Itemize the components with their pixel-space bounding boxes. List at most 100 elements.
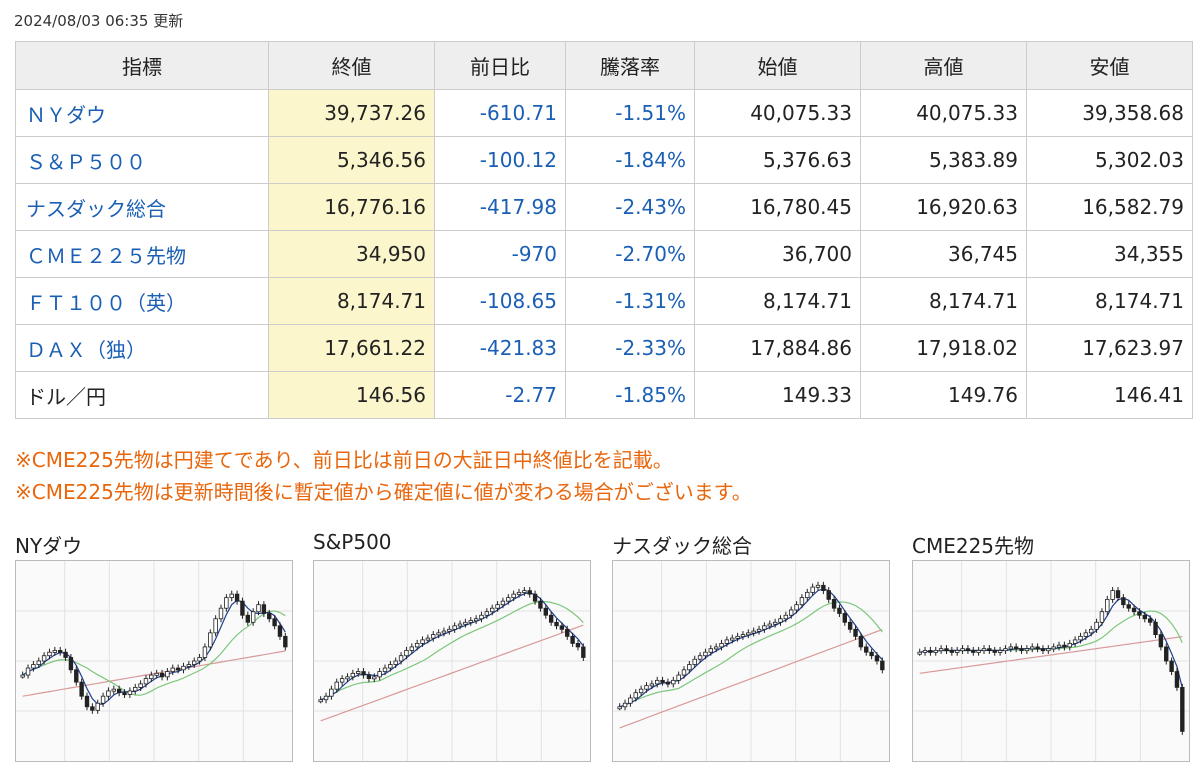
ma-long-line — [320, 624, 584, 722]
candle — [382, 667, 388, 672]
chart-svg — [913, 561, 1189, 761]
note-cme-update: ※CME225先物は更新時間後に暫定値から確定値に値が変わる場合がございます。 — [15, 480, 752, 504]
candle — [318, 699, 323, 703]
col-header-low: 安値 — [1026, 41, 1193, 90]
candle — [122, 692, 127, 696]
col-header-change: 前日比 — [434, 41, 566, 90]
candle — [181, 665, 186, 671]
candle — [788, 609, 794, 616]
candle — [847, 621, 853, 630]
index-link-sp500[interactable]: Ｓ＆Ｐ５００ — [26, 149, 146, 174]
candle — [548, 614, 554, 623]
candle — [1169, 660, 1174, 672]
open-cell: 40,075.33 — [694, 89, 861, 137]
candle — [762, 625, 767, 630]
candle — [208, 632, 213, 648]
candle — [511, 593, 516, 599]
candle — [783, 614, 789, 620]
candle — [414, 643, 420, 648]
candle — [565, 628, 570, 637]
candle — [638, 688, 644, 694]
low-cell: 5,302.03 — [1026, 136, 1193, 184]
col-header-close: 終値 — [268, 41, 435, 90]
candle — [436, 632, 441, 636]
index-link-dax[interactable]: ＤＡＸ（独） — [26, 337, 146, 362]
candle — [949, 650, 955, 653]
chart-cme225[interactable] — [912, 560, 1190, 762]
chart-nasdaq[interactable] — [612, 560, 890, 762]
candle — [687, 664, 692, 671]
candle — [713, 646, 719, 650]
candle — [127, 690, 133, 695]
candle — [191, 660, 197, 665]
candle — [628, 697, 633, 704]
candle — [90, 706, 95, 711]
candle — [345, 676, 350, 680]
candle — [267, 613, 272, 620]
index-link-ft100[interactable]: ＦＴ１００（英） — [26, 290, 186, 315]
candle — [778, 618, 783, 623]
candle — [1040, 648, 1046, 652]
note-cme-yen: ※CME225先物は円建てであり、前日比は前日の大証日中終値比を記載。 — [15, 448, 673, 472]
candle — [933, 650, 938, 653]
low-cell: 17,623.97 — [1026, 324, 1193, 372]
chart-label-cme225: CME225先物 — [912, 534, 1035, 558]
chart-sp500[interactable] — [313, 560, 591, 762]
candle — [815, 584, 821, 588]
candle — [79, 681, 84, 697]
candle — [1137, 611, 1142, 616]
high-cell: 5,383.89 — [860, 136, 1027, 184]
candle — [377, 671, 382, 678]
ma-long-line — [22, 650, 286, 697]
candle — [1126, 604, 1131, 609]
close-cell: 8,174.71 — [268, 277, 435, 325]
candle — [170, 667, 175, 672]
candle — [111, 688, 116, 692]
candle — [922, 650, 928, 653]
candle — [63, 651, 68, 658]
table-header-row: 指標 終値 前日比 騰落率 始値 高値 安値 — [15, 41, 1193, 90]
chart-nydow[interactable] — [15, 560, 293, 762]
candle — [441, 630, 447, 634]
candle — [479, 614, 484, 620]
candle — [735, 635, 740, 639]
candle — [1147, 618, 1153, 623]
low-cell: 34,355 — [1026, 230, 1193, 278]
index-link-nydow[interactable]: ＮＹダウ — [26, 102, 106, 127]
high-cell: 8,174.71 — [860, 277, 1027, 325]
index-link-nasdaq[interactable]: ナスダック総合 — [26, 196, 166, 221]
candle — [272, 618, 277, 627]
candle — [676, 674, 681, 681]
candle — [361, 671, 366, 676]
chart-svg — [314, 561, 590, 761]
candle — [719, 643, 724, 648]
candle — [154, 672, 159, 676]
candle — [665, 681, 671, 685]
close-cell: 16,776.16 — [268, 183, 435, 231]
candle — [484, 611, 490, 616]
candle — [404, 650, 409, 657]
table-row: ナスダック総合 16,776.16 -417.98 -2.43% 16,780.… — [15, 183, 1193, 231]
candle — [965, 648, 971, 652]
candle — [681, 669, 687, 676]
candle — [245, 614, 250, 623]
close-cell: 17,661.22 — [268, 324, 435, 372]
candle — [869, 651, 874, 657]
index-link-cme225[interactable]: ＣＭＥ２２５先物 — [26, 243, 186, 268]
col-header-index: 指標 — [15, 41, 269, 90]
candle — [149, 674, 154, 680]
close-cell: 34,950 — [268, 230, 435, 278]
candle — [976, 650, 981, 653]
index-name-cell: ＮＹダウ — [15, 89, 269, 137]
candle — [821, 584, 826, 591]
candle — [1110, 590, 1115, 600]
close-cell: 39,737.26 — [268, 89, 435, 137]
change-cell: -610.71 — [434, 89, 566, 137]
candle — [858, 635, 864, 648]
candle — [47, 651, 52, 657]
candle — [730, 637, 735, 641]
candle — [692, 658, 697, 665]
candle — [724, 639, 730, 644]
candle — [20, 674, 25, 678]
candle — [372, 676, 377, 680]
